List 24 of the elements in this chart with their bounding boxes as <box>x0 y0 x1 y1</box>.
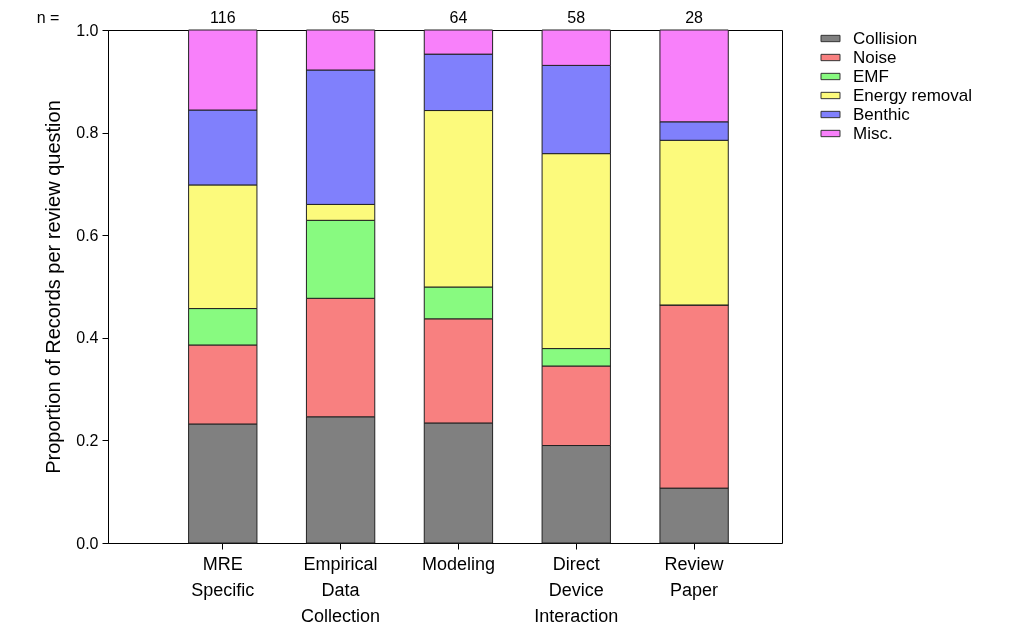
y-axis-title: Proportion of Records per review question <box>42 100 65 474</box>
annotation: 64 <box>449 9 468 26</box>
x-tick-label: Modeling <box>421 553 495 574</box>
legend-label: EMF <box>853 66 889 86</box>
x-tick-label: Empirical Data Collection <box>301 553 381 626</box>
y-tick-label: 0.8 <box>76 124 99 142</box>
text: n = <box>36 9 60 26</box>
annotation: 116 <box>210 9 236 26</box>
annotation: 65 <box>331 9 350 26</box>
y-tick-label: 1.0 <box>76 21 99 39</box>
legend-label: Collision <box>853 28 918 48</box>
y-tick-label: 0.6 <box>76 226 99 244</box>
y-tick-label: 0.0 <box>76 534 99 552</box>
x-tick-label: MRE Specific <box>191 553 255 600</box>
x-tick-label: Review Paper <box>664 553 725 600</box>
annotation: 28 <box>685 9 704 26</box>
y-tick-label: 0.4 <box>76 329 99 347</box>
legend-label: Benthic <box>853 104 911 124</box>
annotation: 58 <box>567 9 586 26</box>
legend-label: Misc. <box>853 123 893 143</box>
y-tick-label: 0.2 <box>76 431 99 449</box>
legend-label: Energy removal <box>853 85 973 105</box>
x-tick-label: Direct Device Interaction <box>534 553 619 626</box>
legend-label: Noise <box>853 47 897 67</box>
